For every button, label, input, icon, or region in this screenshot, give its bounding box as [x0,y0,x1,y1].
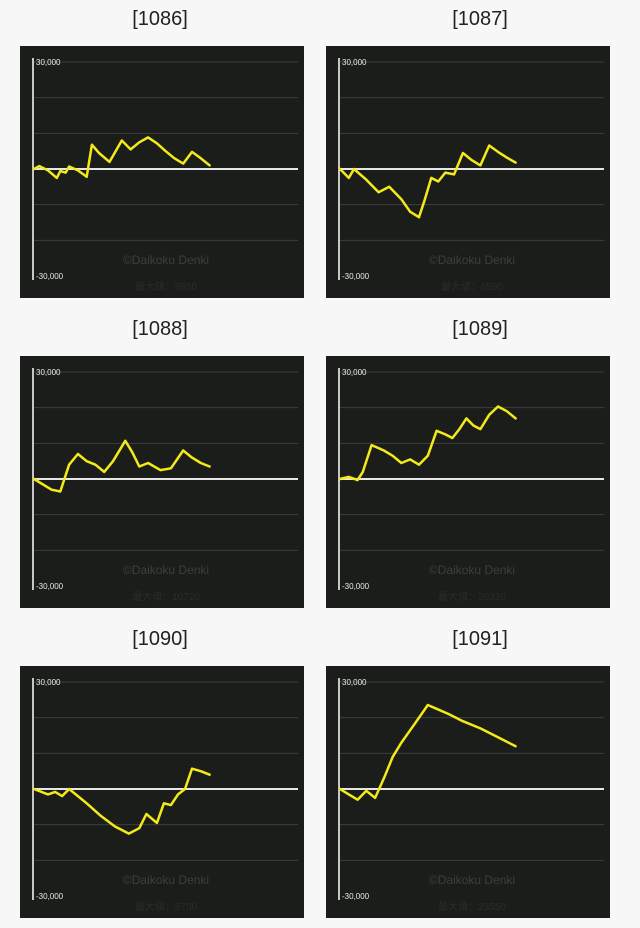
machine-block: [1086] ©Daikoku Denki 30,000 -30,000 最大値：88… [0,0,320,310]
chart-panel: ©Daikoku Denki 30,000 -30,000 最大値：6590 [326,46,610,298]
y-tick-label: -30,000 [342,892,370,901]
y-tick-label: 30,000 [36,368,61,377]
y-tick-label: -30,000 [36,892,64,901]
chart-panel: ©Daikoku Denki 30,000 -30,000 最大値：23550 [326,666,610,918]
slump-line [338,144,517,219]
slump-chart: ©Daikoku Denki 30,000 -30,000 最大値：10720 [32,368,298,603]
slump-chart: ©Daikoku Denki 30,000 -30,000 最大値：20320 [338,368,604,603]
machine-block: [1087] ©Daikoku Denki 30,000 -30,000 最大値：65… [320,0,640,310]
machine-number-title: [1088] [132,318,188,340]
slump-line [32,136,211,180]
chart-panel: ©Daikoku Denki 30,000 -30,000 最大値：8850 [20,46,304,298]
max-value-label: 最大値：20320 [438,590,506,603]
y-tick-label: -30,000 [342,272,370,281]
machine-block: [1091] ©Daikoku Denki 30,000 -30,000 最大値：23… [320,620,640,928]
max-value-label: 最大値：10720 [132,590,200,603]
slump-chart: ©Daikoku Denki 30,000 -30,000 最大値：23550 [338,678,604,913]
chart-panel: ©Daikoku Denki 30,000 -30,000 最大値：5700 [20,666,304,918]
chart-panel: ©Daikoku Denki 30,000 -30,000 最大値：20320 [326,356,610,608]
watermark-text: ©Daikoku Denki [429,563,515,577]
watermark-text: ©Daikoku Denki [429,253,515,267]
slump-chart: ©Daikoku Denki 30,000 -30,000 最大値：6590 [338,58,604,293]
machine-block: [1089] ©Daikoku Denki 30,000 -30,000 最大値：20… [320,310,640,620]
max-value-label: 最大値：5700 [135,900,198,913]
y-tick-label: 30,000 [342,368,367,377]
watermark-text: ©Daikoku Denki [429,873,515,887]
y-tick-label: 30,000 [342,58,367,67]
y-tick-label: -30,000 [36,582,64,591]
slump-line [338,703,517,801]
y-tick-label: 30,000 [342,678,367,687]
machine-number-title: [1090] [132,628,188,650]
chart-panel: ©Daikoku Denki 30,000 -30,000 最大値：10720 [20,356,304,608]
watermark-text: ©Daikoku Denki [123,253,209,267]
machine-number-title: [1087] [452,8,508,30]
max-value-label: 最大値：6590 [441,280,504,293]
machine-number-title: [1091] [452,628,508,650]
slump-line [338,405,517,482]
machine-number-title: [1086] [132,8,188,30]
watermark-text: ©Daikoku Denki [123,563,209,577]
max-value-label: 最大値：23550 [438,900,506,913]
max-value-label: 最大値：8850 [135,280,198,293]
machine-block: [1090] ©Daikoku Denki 30,000 -30,000 最大値：57… [0,620,320,928]
slump-chart: ©Daikoku Denki 30,000 -30,000 最大値：8850 [32,58,298,293]
slump-line [32,767,211,835]
y-tick-label: -30,000 [342,582,370,591]
machine-block: [1088] ©Daikoku Denki 30,000 -30,000 最大値：10… [0,310,320,620]
y-tick-label: 30,000 [36,678,61,687]
y-tick-label: 30,000 [36,58,61,67]
watermark-text: ©Daikoku Denki [123,873,209,887]
machine-number-title: [1089] [452,318,508,340]
slump-line [32,439,211,493]
slump-chart: ©Daikoku Denki 30,000 -30,000 最大値：5700 [32,678,298,913]
y-tick-label: -30,000 [36,272,64,281]
